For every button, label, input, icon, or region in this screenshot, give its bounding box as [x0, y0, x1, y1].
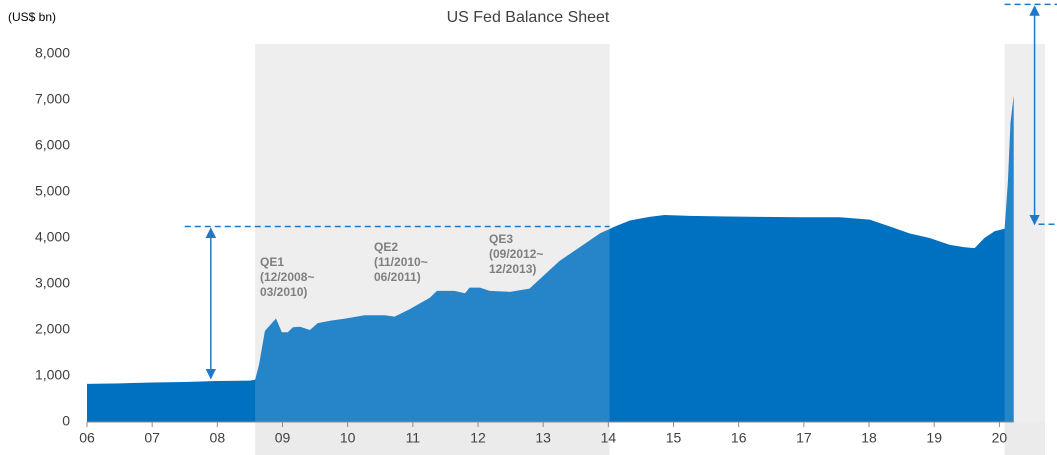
- y-tick-label: 7,000: [35, 91, 70, 107]
- annotation: 03/2010): [260, 285, 307, 299]
- annotation: (11/2010~: [374, 255, 428, 269]
- annotation: 06/2011): [374, 270, 421, 284]
- annotation: QE2: [374, 240, 398, 254]
- annotation: QE1: [260, 255, 284, 269]
- y-axis-label: (US$ bn): [8, 10, 56, 24]
- x-tick-label: 11: [406, 430, 421, 446]
- x-tick-label: 14: [601, 430, 617, 446]
- x-tick-label: 19: [926, 430, 942, 446]
- shade-overlay: [1004, 44, 1045, 422]
- y-tick-label: 3,000: [35, 275, 70, 291]
- y-tick-label: 1,000: [35, 367, 70, 383]
- x-tick-label: 20: [992, 430, 1008, 446]
- y-tick-label: 6,000: [35, 137, 70, 153]
- x-tick-label: 13: [535, 430, 551, 446]
- y-tick-label: 0: [62, 413, 70, 429]
- x-tick-label: 12: [470, 430, 486, 446]
- annotation: 12/2013): [489, 262, 536, 276]
- x-tick-label: 09: [275, 430, 291, 446]
- annotation: QE3: [489, 232, 513, 246]
- annotation: (09/2012~: [489, 247, 543, 261]
- shade-overlay: [255, 44, 610, 422]
- x-tick-label: 06: [79, 430, 95, 446]
- y-tick-label: 2,000: [35, 321, 70, 337]
- x-tick-label: 10: [340, 430, 356, 446]
- x-tick-label: 17: [796, 430, 812, 446]
- y-tick-label: 8,000: [35, 45, 70, 61]
- y-tick-label: 4,000: [35, 229, 70, 245]
- x-tick-label: 15: [666, 430, 682, 446]
- x-tick-label: 07: [144, 430, 160, 446]
- x-tick-label: 16: [731, 430, 747, 446]
- x-tick-label: 08: [210, 430, 226, 446]
- annotation: (12/2008~: [260, 270, 314, 284]
- y-tick-label: 5,000: [35, 183, 70, 199]
- chart-title: US Fed Balance Sheet: [447, 9, 610, 26]
- area: [87, 95, 1014, 423]
- x-tick-label: 18: [861, 430, 877, 446]
